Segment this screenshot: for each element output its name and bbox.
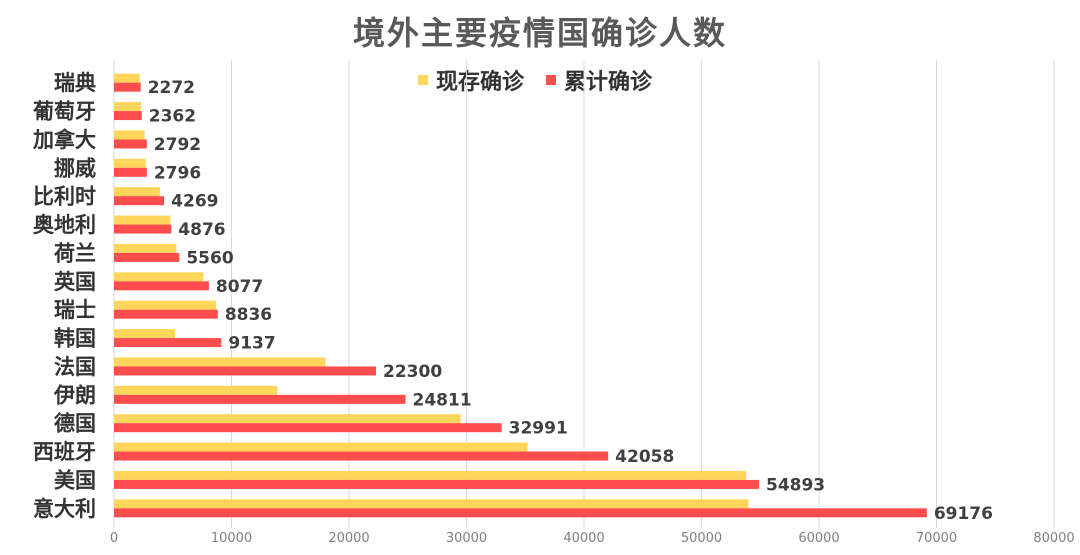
bar-current: [114, 300, 217, 310]
x-tick-label: 80000: [1033, 531, 1074, 546]
x-tick-label: 10000: [211, 531, 252, 546]
x-tick-label: 50000: [681, 531, 722, 546]
category-label: 加拿大: [32, 128, 96, 152]
bar-cumulative: [114, 111, 142, 121]
legend-swatch-cumulative: [546, 75, 557, 85]
bar-cumulative: [114, 451, 609, 461]
category-label: 西班牙: [33, 440, 96, 464]
category-label: 奥地利: [33, 213, 96, 237]
category-label: 荷兰: [54, 241, 96, 265]
data-label: 8077: [216, 277, 263, 297]
x-tick-label: 30000: [446, 531, 487, 546]
category-label: 葡萄牙: [32, 100, 96, 124]
bar-current: [114, 243, 177, 253]
data-label: 5560: [186, 248, 233, 268]
data-label: 2362: [149, 107, 196, 127]
legend-label-current: 现存确诊: [436, 70, 525, 95]
x-tick-label: 40000: [563, 531, 604, 546]
category-label: 英国: [54, 270, 96, 294]
legend-label-cumulative: 累计确诊: [564, 70, 653, 95]
bar-cumulative: [114, 252, 180, 262]
bar-cumulative: [114, 82, 141, 92]
data-label: 2796: [154, 163, 201, 183]
bar-current: [114, 130, 145, 140]
legend: 现存确诊 累计确诊: [418, 64, 652, 96]
legend-item-cumulative: 累计确诊: [546, 64, 652, 96]
data-label: 22300: [383, 362, 442, 382]
data-label: 32991: [509, 419, 568, 439]
category-label: 意大利: [33, 497, 96, 521]
bar-cumulative: [114, 394, 406, 404]
bar-cumulative: [114, 309, 218, 319]
category-label: 挪威: [54, 156, 96, 180]
bar-current: [114, 329, 176, 339]
bar-cumulative: [114, 281, 209, 291]
category-label: 韩国: [54, 327, 96, 351]
data-label: 4269: [171, 192, 218, 212]
bar-current: [114, 272, 204, 282]
category-label: 伊朗: [53, 383, 96, 407]
data-label: 54893: [766, 475, 825, 495]
category-label: 比利时: [33, 185, 96, 209]
bar-current: [114, 414, 461, 424]
bar-cumulative: [114, 338, 222, 348]
chart-title: 境外主要疫情国确诊人数: [352, 14, 727, 52]
category-label: 瑞士: [54, 298, 96, 322]
category-label: 法国: [54, 355, 96, 379]
x-tick-label: 60000: [798, 531, 839, 546]
bar-cumulative: [114, 139, 147, 149]
data-label: 9137: [228, 334, 275, 354]
bar-current: [114, 215, 171, 225]
bar-current: [114, 73, 140, 83]
bar-current: [114, 442, 528, 452]
data-label: 2792: [154, 135, 201, 155]
legend-item-current: 现存确诊: [418, 64, 524, 96]
bar-current: [114, 385, 278, 395]
bar-cumulative: [114, 196, 165, 206]
bar-cumulative: [114, 167, 147, 177]
bar-cumulative: [114, 224, 172, 234]
category-label: 美国: [54, 468, 96, 492]
data-label: 8836: [225, 305, 272, 325]
bar-current: [114, 158, 146, 168]
bar-current: [114, 470, 747, 480]
data-label: 2272: [148, 78, 195, 98]
bar-current: [114, 357, 326, 367]
x-tick-label: 70000: [916, 531, 957, 546]
bar-current: [114, 499, 749, 509]
data-label: 69176: [934, 504, 993, 524]
data-label: 24811: [413, 390, 472, 410]
bar-cumulative: [114, 423, 502, 433]
category-label: 瑞典: [54, 71, 96, 95]
bar-cumulative: [114, 479, 759, 489]
bar-current: [114, 102, 142, 112]
bar-cumulative: [114, 508, 927, 518]
x-tick-label: 20000: [328, 531, 369, 546]
bar-current: [114, 187, 160, 197]
bar-cumulative: [114, 366, 377, 376]
data-label: 4876: [178, 220, 225, 240]
category-label: 德国: [54, 412, 96, 436]
x-tick-label: 0: [110, 531, 118, 546]
data-label: 42058: [615, 447, 674, 467]
legend-swatch-current: [418, 75, 428, 85]
